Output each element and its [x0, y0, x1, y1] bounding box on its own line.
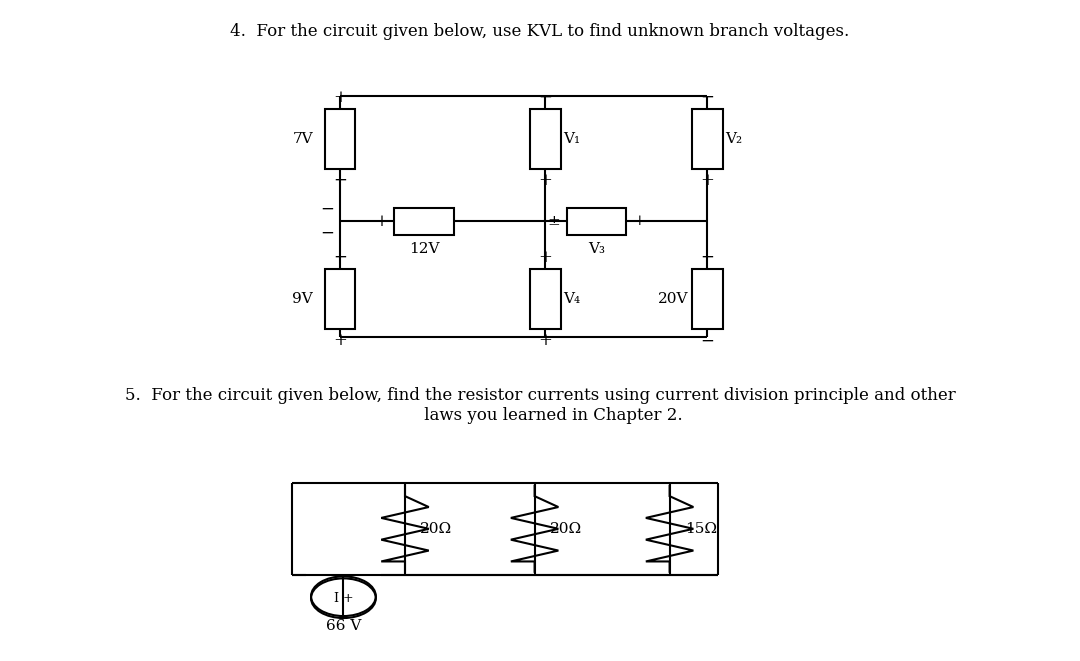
Text: +: +: [334, 332, 347, 349]
Text: V₄: V₄: [563, 292, 580, 306]
Text: 9V: 9V: [293, 292, 313, 306]
Bar: [692, 270, 723, 329]
Text: −: −: [321, 201, 334, 218]
Bar: [325, 109, 355, 169]
Text: 20V: 20V: [658, 292, 688, 306]
Text: V₃: V₃: [589, 241, 605, 256]
Text: 20Ω: 20Ω: [550, 522, 582, 536]
Text: 66 V: 66 V: [326, 619, 361, 633]
Text: 7V: 7V: [293, 132, 313, 146]
Text: +: +: [701, 172, 714, 189]
Text: +: +: [334, 89, 347, 106]
Text: 15Ω: 15Ω: [685, 522, 717, 536]
Bar: [394, 208, 454, 235]
Text: I +: I +: [334, 592, 353, 605]
Text: +: +: [375, 213, 388, 230]
Text: V₁: V₁: [563, 132, 580, 146]
Text: −: −: [701, 89, 714, 106]
Text: 4.  For the circuit given below, use KVL to find unknown branch voltages.: 4. For the circuit given below, use KVL …: [230, 23, 850, 40]
Text: +: +: [539, 332, 552, 349]
Text: −: −: [701, 332, 714, 349]
Bar: [567, 208, 626, 235]
Text: ±: ±: [548, 214, 561, 229]
Text: −: −: [539, 89, 552, 106]
Text: 20Ω: 20Ω: [420, 522, 453, 536]
Text: +: +: [634, 214, 645, 229]
Text: −: −: [321, 225, 334, 242]
Text: 5.  For the circuit given below, find the resistor currents using current divisi: 5. For the circuit given below, find the…: [124, 387, 956, 404]
Text: laws you learned in Chapter 2.: laws you learned in Chapter 2.: [397, 407, 683, 424]
Text: −: −: [334, 172, 347, 189]
Text: 12V: 12V: [408, 241, 440, 256]
Bar: [530, 270, 561, 329]
Bar: [530, 109, 561, 169]
Text: −: −: [460, 213, 473, 230]
Bar: [692, 109, 723, 169]
Text: −: −: [701, 249, 714, 266]
Text: −: −: [334, 249, 347, 266]
Text: +: +: [539, 172, 552, 189]
Bar: [325, 270, 355, 329]
Text: +: +: [539, 249, 552, 266]
Text: V₂: V₂: [725, 132, 742, 146]
